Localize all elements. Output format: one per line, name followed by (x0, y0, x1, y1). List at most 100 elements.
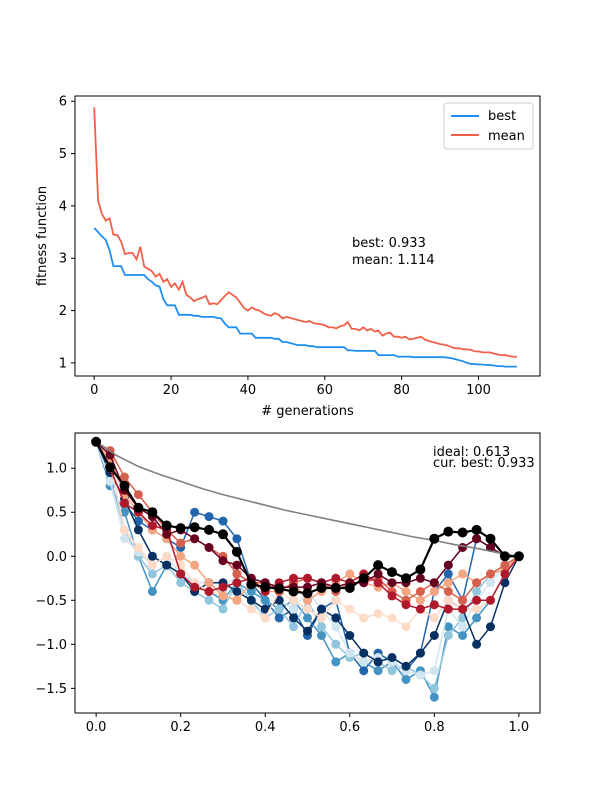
population-point (133, 490, 143, 500)
population-point (443, 569, 453, 579)
population-point (246, 595, 256, 605)
population-point (415, 648, 425, 658)
population-point (429, 578, 439, 588)
population-point (176, 578, 186, 588)
population-point (162, 529, 172, 539)
population-point (472, 578, 482, 588)
population-point (190, 507, 200, 517)
population-point (500, 569, 510, 579)
population-point (120, 534, 129, 544)
best-curve-point (91, 436, 102, 447)
population-point (486, 543, 495, 552)
population-point (162, 560, 172, 570)
fitness-x-ticks: 0 20 40 60 80 100 (90, 376, 491, 398)
population-point (204, 578, 214, 588)
population-point (472, 639, 482, 649)
population-point (260, 604, 270, 614)
population-point (274, 604, 284, 614)
solution-plot-frame (74, 432, 541, 714)
ideal-score-annotation: ideal: 0.613 (433, 445, 510, 460)
population-point (105, 476, 115, 486)
population-point (429, 587, 439, 596)
population-point (345, 648, 355, 658)
population-point (387, 591, 397, 601)
fitness-legend: best mean (443, 102, 534, 150)
x-tick-label: 0.4 (255, 720, 276, 735)
population-point (331, 573, 341, 583)
population-point (359, 648, 369, 658)
population-point (415, 604, 425, 614)
legend-label-best: best (488, 109, 516, 124)
population-point (147, 587, 157, 596)
population-point (232, 587, 242, 596)
solution-plot: 0.0 0.2 0.4 0.6 0.8 1.0 −1.5 −1.0 −0.5 0.0 0.5 1.0… (35, 432, 541, 735)
population-point (429, 613, 439, 623)
population-point (176, 551, 186, 561)
population-point (500, 560, 510, 570)
fitness-x-axis-label: # generations (261, 404, 354, 419)
solution-x-ticks: 0.0 0.2 0.4 0.6 0.8 1.0 (86, 713, 529, 735)
population-point (443, 560, 453, 570)
population-point (204, 595, 214, 605)
population-point (218, 516, 228, 526)
population-point (486, 569, 495, 579)
population-point (387, 613, 397, 623)
population-point (373, 609, 383, 618)
best-curve-point (218, 529, 228, 540)
population-point (429, 683, 439, 693)
population-point (218, 604, 228, 614)
population-point (147, 560, 157, 570)
population-point (331, 657, 341, 667)
best-curve-point (415, 564, 426, 575)
population-point (443, 622, 453, 632)
best-curve-point (485, 533, 496, 544)
population-point (387, 666, 397, 676)
population-point (246, 604, 256, 614)
population-point (359, 613, 369, 623)
population-point (289, 595, 298, 605)
population-point (317, 613, 326, 623)
population-point (289, 622, 298, 632)
y-tick-label: 1 (59, 356, 67, 371)
population-point (176, 538, 186, 548)
population-point (317, 622, 326, 632)
fitness-plot-frame (74, 95, 541, 377)
population-point (472, 587, 482, 596)
y-tick-label: 3 (59, 252, 67, 267)
solution-y-ticks: −1.5 −1.0 −0.5 0.0 0.5 1.0 (35, 462, 75, 697)
population-point (443, 587, 453, 596)
best-curve-point (204, 524, 214, 535)
y-tick-label: 0.5 (46, 506, 67, 521)
best-curve-point (344, 583, 355, 593)
best-curve-point (302, 588, 313, 599)
population-point (443, 578, 453, 588)
population-point (232, 560, 242, 570)
population-point (443, 631, 453, 640)
population-point (458, 569, 468, 579)
legend-box (443, 102, 534, 150)
y-tick-label: −1.5 (35, 682, 67, 697)
best-curve-point (231, 546, 242, 557)
population-point (373, 569, 383, 579)
population-point (218, 582, 228, 592)
legend-label-mean: mean (488, 129, 525, 144)
x-tick-label: 60 (317, 383, 334, 398)
population-point (373, 578, 383, 588)
population-point (429, 631, 439, 640)
y-tick-label: 4 (59, 199, 67, 214)
population-point (303, 573, 312, 583)
population-point (401, 587, 411, 596)
population-point (274, 595, 284, 605)
current-best-annotation: cur. best: 0.933 (433, 456, 535, 471)
x-tick-label: 0 (90, 383, 98, 398)
population-point (401, 600, 411, 610)
population-point (303, 604, 312, 614)
x-tick-label: 0.0 (86, 720, 107, 735)
best-curve-point (274, 583, 285, 594)
y-tick-label: 0.0 (46, 550, 67, 565)
x-tick-label: 100 (466, 383, 491, 398)
population-point (133, 543, 143, 552)
population-point (204, 587, 214, 596)
population-point (289, 573, 298, 583)
best-curve-point (147, 507, 158, 518)
